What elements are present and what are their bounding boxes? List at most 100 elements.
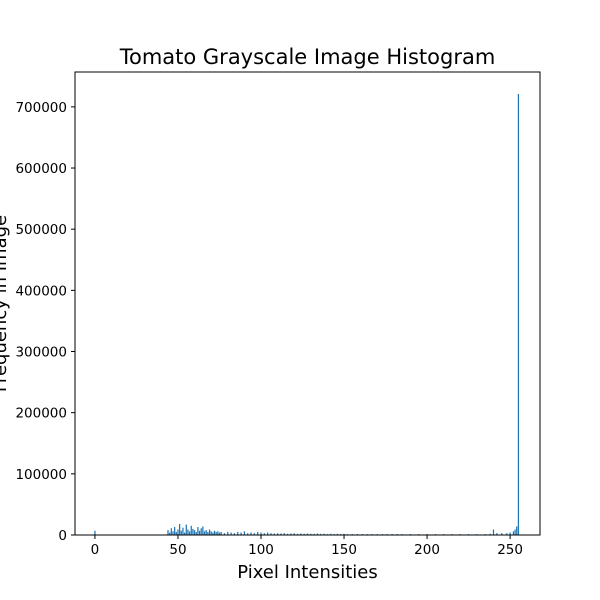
histogram-bar: [218, 532, 221, 535]
histogram-bar: [212, 532, 214, 535]
histogram-bar: [190, 525, 192, 535]
histogram-bar: [516, 526, 518, 535]
histogram-bar: [169, 532, 171, 535]
histogram-bar: [509, 532, 511, 535]
histogram-bar: [286, 533, 289, 535]
histogram-bar: [240, 532, 242, 535]
histogram-bar: [270, 533, 272, 535]
x-tick-label: 100: [248, 542, 274, 558]
histogram-bar: [185, 524, 187, 535]
histogram-bar: [208, 529, 211, 535]
axes-frame: [74, 71, 541, 536]
histogram-bar: [237, 531, 239, 535]
y-tick-label: 300000: [15, 345, 67, 361]
x-tick-label: 200: [414, 542, 440, 558]
x-axis-label: Pixel Intensities: [237, 562, 378, 583]
histogram-bar: [496, 533, 498, 535]
histogram-bar: [182, 527, 184, 535]
histogram-bar: [193, 530, 196, 535]
histogram-bar: [188, 531, 191, 535]
histogram-bar: [187, 529, 189, 535]
histogram-bar: [283, 533, 285, 535]
histogram-bar: [293, 533, 295, 535]
histogram-bar: [514, 529, 516, 535]
histogram-bar: [227, 531, 229, 535]
histogram-bar: [94, 530, 96, 535]
histogram-bar: [517, 94, 520, 536]
histogram-bar: [336, 533, 339, 535]
x-tick-label: 150: [331, 542, 357, 558]
histogram-bar: [192, 528, 194, 535]
histogram-bar: [203, 531, 206, 535]
histogram-bar: [205, 530, 207, 535]
histogram-bar: [247, 533, 249, 535]
histogram-bar: [172, 531, 174, 535]
y-tick-label: 600000: [15, 161, 67, 177]
y-axis-label: Frequency in Image: [0, 215, 11, 392]
histogram-bar: [296, 533, 299, 535]
histogram-bar: [202, 526, 204, 535]
histogram-bar: [177, 529, 179, 535]
histogram-bar: [179, 523, 181, 535]
histogram-bar: [492, 529, 495, 535]
histogram-bar: [253, 533, 255, 535]
histogram-bar: [198, 530, 201, 535]
histogram-bar: [330, 533, 332, 535]
histogram-bar: [310, 533, 312, 535]
histogram-bar: [174, 527, 176, 535]
histogram-bar: [273, 533, 275, 535]
histogram-bar: [175, 531, 177, 535]
histogram-bar: [316, 533, 319, 535]
histogram-bar: [263, 533, 265, 535]
y-tick-label: 700000: [15, 100, 67, 116]
x-tick-label: 250: [497, 542, 523, 558]
histogram-bar: [260, 532, 262, 535]
histogram-bar: [303, 533, 305, 535]
histogram-bar: [320, 533, 322, 535]
histogram-bar: [267, 532, 269, 535]
y-tick-label: 200000: [15, 406, 67, 422]
y-tick-label: 100000: [15, 467, 67, 483]
histogram-bar: [280, 533, 282, 535]
histogram-bar: [170, 528, 172, 535]
histogram-bar: [343, 533, 345, 535]
histogram-bar: [290, 533, 292, 535]
histogram-bar: [207, 531, 209, 535]
histogram-bar: [197, 527, 199, 535]
histogram-bar: [313, 533, 315, 535]
histogram-bar: [257, 531, 259, 535]
histogram-bar: [250, 532, 252, 535]
histogram-bar: [210, 531, 212, 535]
histogram-bar: [276, 533, 279, 535]
histogram-bar: [233, 533, 236, 535]
histogram-bar: [195, 531, 197, 535]
histogram-bar: [243, 531, 246, 535]
histogram-bar: [489, 533, 491, 535]
y-tick-label: 0: [58, 528, 67, 544]
histogram-bar: [167, 530, 169, 535]
histogram-bar: [180, 530, 182, 535]
histogram-bar: [215, 531, 217, 535]
x-tick-label: 0: [91, 542, 100, 558]
plot-area: [94, 94, 520, 536]
y-tick-label: 500000: [15, 222, 67, 238]
histogram-bar: [506, 533, 508, 535]
histogram-bar: [300, 533, 302, 535]
histogram-bar: [230, 532, 232, 535]
histogram-bar: [217, 531, 219, 535]
histogram-bar: [323, 533, 325, 535]
histogram-bar: [200, 528, 202, 535]
histogram-bar: [306, 533, 309, 535]
histogram-bar: [183, 532, 186, 535]
chart-title: Tomato Grayscale Image Histogram: [119, 45, 496, 69]
histogram-bar: [213, 530, 216, 535]
histogram-bar: [220, 531, 222, 535]
histogram-bar: [501, 533, 503, 535]
axis-ticks: 0 50 100 150 200 250 0 100000 200000 300000 400000…: [15, 100, 523, 558]
histogram-bar: [512, 531, 515, 535]
y-tick-label: 400000: [15, 283, 67, 299]
x-tick-label: 50: [169, 542, 186, 558]
histogram-bar: [223, 533, 226, 535]
